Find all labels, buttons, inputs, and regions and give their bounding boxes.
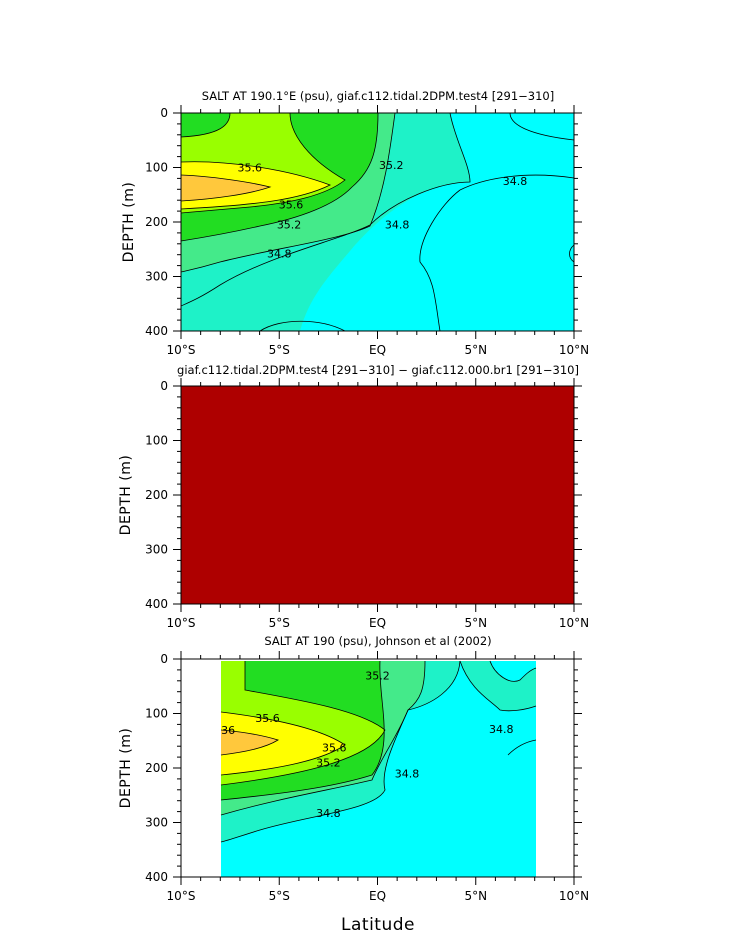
x-tick-label: 10°N <box>559 889 589 903</box>
contour-line-35.4 <box>180 112 346 214</box>
panel-3-contour-field <box>221 661 536 877</box>
y-tick-label: 400 <box>145 870 168 884</box>
contour-line-35.0 <box>220 660 426 816</box>
contour-line-35.2-corner <box>180 112 231 138</box>
contour-label: 34.8 <box>489 723 514 736</box>
panel-3-title: SALT AT 190 (psu), Johnson et al (2002) <box>264 634 491 648</box>
y-tick-label: 400 <box>145 324 168 338</box>
contour-label: 35.6 <box>279 199 304 212</box>
salinity-band-35.2-35.4-corner <box>181 113 230 137</box>
panel-1-ylabel: DEPTH (m) <box>121 182 137 263</box>
contour-line-34.8-right <box>509 112 575 141</box>
x-tick-label: 5°N <box>464 343 487 357</box>
contour-label: 36 <box>221 724 235 737</box>
panel-3-ylabel: DEPTH (m) <box>118 728 134 809</box>
panel-1-model-salinity: SALT AT 190.1°E (psu), giaf.c112.tidal.2… <box>121 89 589 357</box>
x-tick-label: 5°S <box>269 889 290 903</box>
contour-label: 35.6 <box>255 712 280 725</box>
panel-2-title: giaf.c112.tidal.2DPM.test4 [291−310] − g… <box>177 363 579 377</box>
contour-line-35.6 <box>180 161 332 210</box>
contour-line-35.8 <box>180 174 272 202</box>
contour-line-35.2 <box>220 660 385 801</box>
y-tick-label: 0 <box>160 379 168 393</box>
y-tick-label: 400 <box>145 597 168 611</box>
panel-2-difference: giaf.c112.tidal.2DPM.test4 [291−310] − g… <box>118 363 589 630</box>
contour-label: 34.8 <box>503 175 528 188</box>
contour-line-34.8-east-low <box>507 739 537 756</box>
contour-line-34.8-bottom <box>259 320 346 332</box>
panel-1-ticks: 10°S 5°S EQ 5°N 10°N 0 100 200 300 400 <box>145 105 589 357</box>
x-tick-label: 5°S <box>269 616 290 630</box>
y-tick-label: 0 <box>160 106 168 120</box>
contour-line-34.8-east <box>459 660 537 712</box>
panel-3-contour-lines <box>220 660 537 843</box>
contour-label: 34.8 <box>316 807 341 820</box>
y-tick-label: 200 <box>145 488 168 502</box>
x-tick-label: 5°S <box>269 343 290 357</box>
y-tick-label: 100 <box>145 434 168 448</box>
y-tick-label: 300 <box>145 270 168 284</box>
y-tick-label: 300 <box>145 816 168 830</box>
panel-1-contour-labels: 35.6 35.6 35.2 34.8 35.2 34.8 34.8 <box>238 159 528 261</box>
contour-line-35.0 <box>180 112 396 273</box>
contour-label: 35.6 <box>238 162 263 175</box>
contour-line-34.8 <box>180 112 471 307</box>
contour-line-36 <box>220 729 279 756</box>
x-tick-label: EQ <box>369 616 386 630</box>
y-tick-label: 300 <box>145 543 168 557</box>
contour-line-34.8-pool-top <box>459 174 575 191</box>
y-tick-label: 0 <box>160 652 168 666</box>
salinity-band-35.6-35.8 <box>221 712 345 775</box>
y-tick-label: 100 <box>145 707 168 721</box>
x-tick-label: 5°N <box>464 889 487 903</box>
salinity-band-lt-34.8-pool <box>419 175 574 331</box>
panel-1-contour-field <box>181 113 574 331</box>
contour-line-34.8-edge <box>569 244 575 263</box>
panel-2-ylabel: DEPTH (m) <box>118 455 134 536</box>
contour-label: 35.2 <box>316 757 341 770</box>
x-tick-label: 10°S <box>167 343 196 357</box>
x-tick-label: 5°N <box>464 616 487 630</box>
x-tick-label: 10°S <box>167 889 196 903</box>
contour-line-34.8-pool-left <box>419 189 461 332</box>
contour-label: 34.8 <box>267 248 292 261</box>
contour-label: 34.8 <box>385 219 410 232</box>
contour-label: 35.6 <box>322 741 347 754</box>
contour-line-34.8 <box>220 660 461 843</box>
contour-line-35.6 <box>220 711 346 776</box>
y-tick-label: 100 <box>145 161 168 175</box>
panel-2-ticks: 10°S 5°S EQ 5°N 10°N 0 100 200 300 400 <box>145 378 589 630</box>
salinity-band-gt-35.8 <box>181 175 270 201</box>
contour-label: 34.8 <box>395 767 420 780</box>
y-tick-label: 200 <box>145 761 168 775</box>
contour-label: 35.2 <box>277 219 302 232</box>
contour-label: 35.2 <box>379 159 404 172</box>
x-tick-label: 10°N <box>559 343 589 357</box>
contour-line-35.2 <box>180 112 379 242</box>
y-tick-label: 200 <box>145 215 168 229</box>
panel-1-title: SALT AT 190.1°E (psu), giaf.c112.tidal.2… <box>202 89 555 103</box>
x-axis-label: Latitude <box>341 915 415 935</box>
contour-line-34.8-east-inner <box>489 660 537 682</box>
contour-label: 35.2 <box>365 669 390 682</box>
contour-line-35.4 <box>220 661 386 786</box>
panel-3-ticks: 10°S 5°S EQ 5°N 10°N 0 100 200 300 400 <box>145 651 589 903</box>
x-tick-label: 10°N <box>559 616 589 630</box>
salinity-band-gt-35.8 <box>221 730 278 755</box>
x-tick-label: EQ <box>369 343 386 357</box>
panel-1-contour-lines <box>180 112 575 332</box>
difference-fill-area <box>181 386 574 604</box>
x-tick-label: EQ <box>369 889 386 903</box>
x-tick-label: 10°S <box>167 616 196 630</box>
panel-3-observed-salinity: SALT AT 190 (psu), Johnson et al (2002) … <box>118 634 589 935</box>
panel-3-contour-labels: 35.6 36 35.6 35.2 35.2 34.8 34.8 34.8 <box>221 669 514 820</box>
